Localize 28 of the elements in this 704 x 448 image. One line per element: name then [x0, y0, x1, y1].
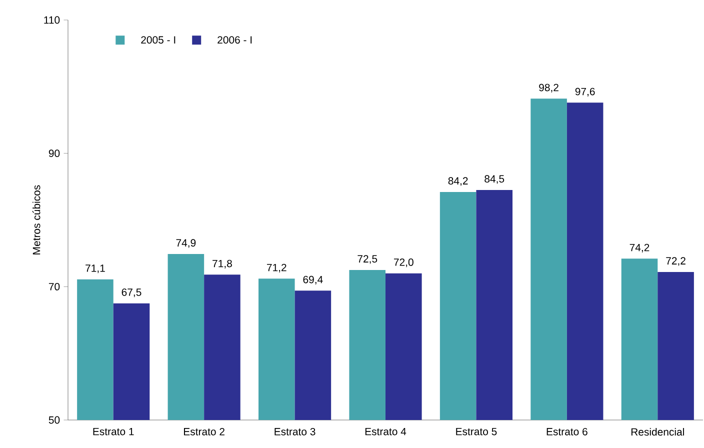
data-label: 71,1: [86, 264, 105, 274]
y-tick-label: 70: [48, 282, 60, 290]
data-label: 98,2: [539, 84, 558, 92]
y-tick-label: 90: [48, 150, 60, 158]
x-tick-label: Estrato 3: [274, 428, 316, 436]
x-tick-label: Estrato 4: [365, 428, 406, 436]
data-label: 74,2: [630, 244, 650, 252]
data-label: 72,5: [358, 255, 378, 264]
y-tick-label: 110: [44, 16, 60, 24]
data-label: 72,2: [666, 257, 686, 266]
x-tick-label: Estrato 1: [93, 428, 134, 436]
data-label: 72,0: [394, 258, 414, 268]
x-tick-label: Estrato 6: [546, 428, 588, 436]
y-axis-title: Metros cúbicos: [32, 185, 40, 254]
data-label: 74,9: [176, 239, 196, 248]
data-label: 71,2: [266, 264, 286, 272]
legend-label: 2006 - I: [218, 36, 252, 44]
x-tick-label: Estrato 2: [184, 428, 224, 436]
x-tick-label: Residencial: [631, 428, 684, 436]
x-tick-label: Estrato 5: [456, 428, 497, 436]
data-label: 69,4: [303, 276, 323, 284]
legend-label: 2005 - I: [141, 36, 176, 44]
data-label: 84,5: [484, 175, 504, 184]
y-tick-label: 50: [48, 416, 60, 424]
data-label: 67,5: [122, 288, 142, 298]
data-label: 84,2: [448, 177, 468, 186]
data-label: 97,6: [575, 88, 595, 96]
data-label: 71,8: [212, 260, 232, 268]
